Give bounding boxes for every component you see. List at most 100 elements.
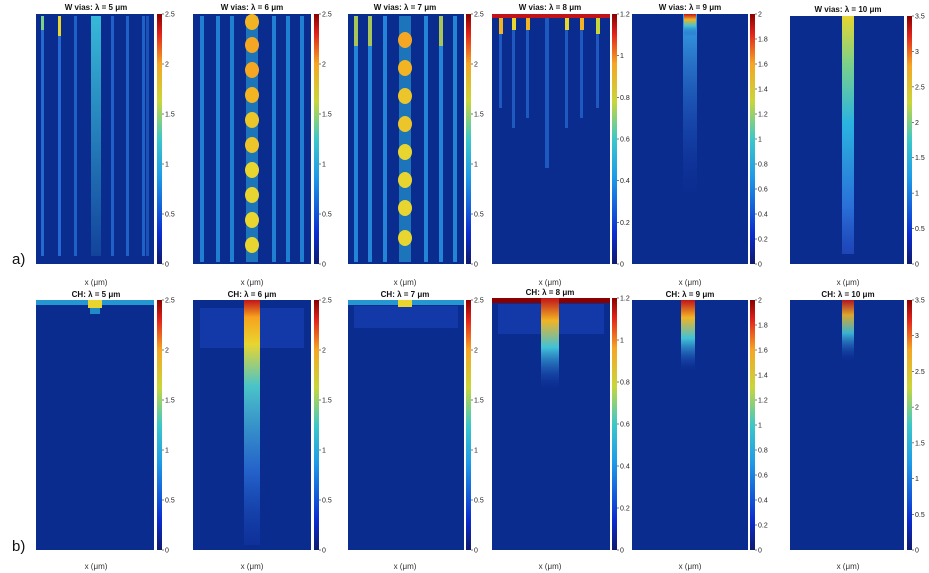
colorbar bbox=[612, 14, 617, 264]
field-features bbox=[683, 14, 697, 194]
x-axis-label: x (μm) bbox=[241, 278, 264, 287]
colorbar bbox=[314, 14, 319, 264]
field-features bbox=[842, 16, 854, 254]
panel-b6: CH: λ = 10 μm 3.5 3 2.5 2 1.5 1 0.5 0 x (μm) bbox=[790, 290, 925, 571]
panel-a4: W vias: λ = 8 μm 1.2 1 0.8 0.6 0.4 0.2 0 x (μm… bbox=[492, 3, 630, 287]
colorbar bbox=[466, 14, 471, 264]
x-axis-label: x (μm) bbox=[539, 278, 562, 287]
field-features bbox=[681, 300, 695, 370]
colorbar-tick-label: 0 bbox=[620, 262, 624, 269]
panel-title: W vias: λ = 8 μm bbox=[519, 3, 581, 12]
colorbar-tick-label: 1.5 bbox=[322, 398, 332, 405]
colorbar-tick-label: 2.5 bbox=[165, 12, 175, 19]
heatmap-plot bbox=[348, 300, 464, 550]
colorbar-tick-label: 2.5 bbox=[165, 298, 175, 305]
panel-a2: W vias: λ = 6 μm 2.5 2 1.5 1 0.5 0 x (μm) bbox=[193, 3, 332, 287]
colorbar-tick-label: 1.5 bbox=[165, 398, 175, 405]
colorbar-tick-label: 2 bbox=[915, 120, 919, 127]
colorbar-tick-label: 0 bbox=[915, 262, 919, 269]
colorbar-tick-label: 2.5 bbox=[915, 84, 925, 91]
panel-b1: CH: λ = 5 μm 2.5 2 1.5 1 0.5 0 x (μm) bbox=[36, 290, 175, 571]
panel-title: CH: λ = 9 μm bbox=[666, 290, 715, 299]
heatmap-plot bbox=[492, 14, 610, 264]
colorbar-tick-label: 1.2 bbox=[758, 112, 768, 119]
colorbar-tick-label: 0 bbox=[758, 262, 762, 269]
field-features bbox=[200, 300, 304, 545]
colorbar-tick-label: 0.5 bbox=[474, 212, 484, 219]
x-axis-label: x (μm) bbox=[679, 278, 702, 287]
colorbar-tick-label: 1 bbox=[322, 448, 326, 455]
colorbar-tick-label: 0 bbox=[322, 262, 326, 269]
colorbar-tick-label: 2 bbox=[165, 62, 169, 69]
panel-b2: CH: λ = 6 μm 2.5 2 1.5 1 0.5 0 x (μm) bbox=[193, 290, 332, 571]
colorbar bbox=[750, 14, 755, 264]
panel-b5: CH: λ = 9 μm 2 1.8 1.6 1.4 1.2 1 0.8 0.6 0.4 0.2 0… bbox=[632, 290, 768, 571]
colorbar-tick-label: 0.5 bbox=[915, 512, 925, 519]
panel-title: W vias: λ = 6 μm bbox=[221, 3, 283, 12]
colorbar-tick-label: 0.8 bbox=[758, 448, 768, 455]
colorbar-tick-label: 1.6 bbox=[758, 348, 768, 355]
colorbar-tick-label: 0.5 bbox=[322, 498, 332, 505]
panel-a6: W vias: λ = 10 μm 3.5 3 2.5 2 1.5 1 0.5 0 x (μm… bbox=[790, 5, 925, 287]
row-label-b: b) bbox=[12, 538, 25, 555]
colorbar-tick-label: 0.8 bbox=[758, 162, 768, 169]
panel-title: CH: λ = 6 μm bbox=[228, 290, 277, 299]
colorbar-tick-label: 1.5 bbox=[474, 398, 484, 405]
colorbar-tick-label: 2 bbox=[474, 348, 478, 355]
colorbar-tick-label: 2.5 bbox=[322, 12, 332, 19]
colorbar-tick-label: 1 bbox=[322, 162, 326, 169]
panel-title: W vias: λ = 5 μm bbox=[65, 3, 127, 12]
colorbar-tick-label: 1.2 bbox=[620, 296, 630, 303]
heatmap-plot bbox=[36, 300, 154, 550]
colorbar bbox=[157, 14, 162, 264]
colorbar-tick-label: 0.6 bbox=[620, 137, 630, 144]
colorbar-tick-label: 1.8 bbox=[758, 37, 768, 44]
colorbar-tick-label: 1 bbox=[474, 162, 478, 169]
colorbar-tick-label: 1.5 bbox=[915, 155, 925, 162]
colorbar-tick-label: 3 bbox=[915, 49, 919, 56]
colorbar-tick-label: 1.5 bbox=[915, 440, 925, 447]
colorbar-tick-label: 1 bbox=[758, 137, 762, 144]
colorbar-tick-label: 0 bbox=[165, 548, 169, 555]
panel-b3: CH: λ = 7 μm 2.5 2 1.5 1 0.5 0 x (μm) bbox=[348, 290, 484, 571]
colorbar-tick-label: 1 bbox=[758, 423, 762, 430]
colorbar bbox=[907, 300, 912, 550]
panel-title: CH: λ = 5 μm bbox=[72, 290, 121, 299]
x-axis-label: x (μm) bbox=[539, 562, 562, 571]
colorbar-tick-label: 1.8 bbox=[758, 323, 768, 330]
colorbar-tick-label: 3 bbox=[915, 333, 919, 340]
colorbar bbox=[612, 298, 617, 550]
colorbar-tick-label: 0.2 bbox=[758, 523, 768, 530]
colorbar-tick-label: 1 bbox=[620, 53, 624, 60]
colorbar-tick-label: 0.8 bbox=[620, 95, 630, 102]
colorbar-tick-label: 0 bbox=[322, 548, 326, 555]
colorbar-tick-label: 0.6 bbox=[758, 187, 768, 194]
field-features bbox=[41, 16, 149, 256]
field-features bbox=[492, 298, 610, 388]
colorbar-tick-label: 0.4 bbox=[620, 178, 630, 185]
panel-title: W vias: λ = 7 μm bbox=[374, 3, 436, 12]
x-axis-label: x (μm) bbox=[394, 562, 417, 571]
colorbar-tick-label: 0.6 bbox=[620, 422, 630, 429]
panel-title: CH: λ = 8 μm bbox=[526, 288, 575, 297]
colorbar-tick-label: 1 bbox=[165, 448, 169, 455]
panel-b4: CH: λ = 8 μm 1.2 1 0.8 0.6 0.4 0.2 0 x (μm) bbox=[492, 288, 630, 571]
colorbar-tick-label: 0 bbox=[474, 548, 478, 555]
colorbar-tick-label: 1.4 bbox=[758, 373, 768, 380]
colorbar-tick-label: 1.4 bbox=[758, 87, 768, 94]
colorbar-tick-label: 0.5 bbox=[165, 498, 175, 505]
x-axis-label: x (μm) bbox=[85, 278, 108, 287]
x-axis-label: x (μm) bbox=[394, 278, 417, 287]
colorbar-tick-label: 0.5 bbox=[165, 212, 175, 219]
colorbar-tick-label: 2.5 bbox=[322, 298, 332, 305]
row-label-a: a) bbox=[12, 251, 25, 268]
panel-a3: W vias: λ = 7 μm 2.5 2 1.5 1 0.5 0 x (μm) bbox=[348, 3, 484, 287]
colorbar-tick-label: 0 bbox=[620, 548, 624, 555]
field-features bbox=[492, 14, 610, 168]
colorbar-tick-label: 0.4 bbox=[758, 498, 768, 505]
colorbar-tick-label: 1.5 bbox=[474, 112, 484, 119]
colorbar-tick-label: 0 bbox=[474, 262, 478, 269]
panel-title: W vias: λ = 9 μm bbox=[659, 3, 721, 12]
field-features bbox=[348, 300, 464, 328]
colorbar-tick-label: 1.2 bbox=[620, 12, 630, 19]
